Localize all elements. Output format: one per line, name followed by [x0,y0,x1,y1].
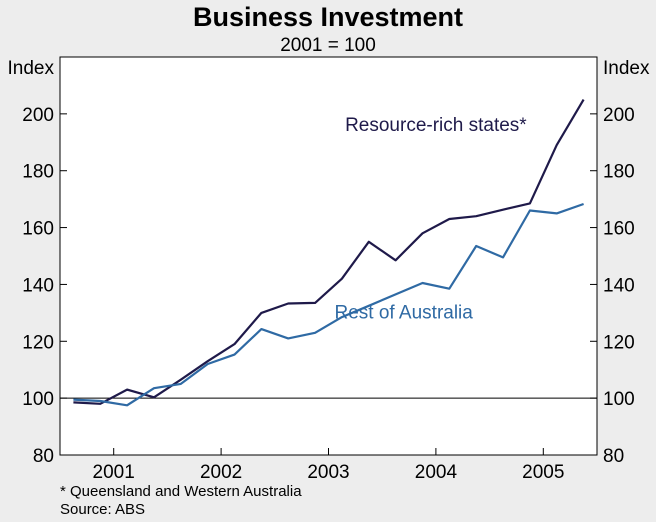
y-tick-label-left: 140 [22,275,54,296]
y-tick-label-left: 180 [22,162,54,183]
y-tick-label-left: 160 [22,219,54,240]
x-tick-label: 2002 [200,462,242,483]
y-tick-label-right: 180 [603,162,635,183]
x-tick-label: 2003 [307,462,349,483]
y-tick-label-right: 120 [603,332,635,353]
chart-title: Business Investment [192,2,464,32]
series-line-resource-rich-states [73,99,585,405]
x-tick-label: 2005 [522,462,564,483]
y-tick-label-left: 80 [33,446,54,467]
y-tick-label-left: 120 [22,332,54,353]
chart-subtitle: 2001 = 100 [280,35,376,56]
x-tick-label: 2004 [415,462,458,483]
series-label-resource-rich-states: Resource-rich states* [345,115,527,136]
source-note: Source: ABS [60,501,146,518]
series-line-rest-of-australia [73,202,584,407]
series-label-rest-of-australia: Rest of Australia [335,303,474,324]
y-tick-label-right: 100 [603,389,635,410]
y-tick-label-left: 100 [22,389,54,410]
y-tick-label-right: 140 [603,275,635,296]
x-tick-label: 2001 [93,462,135,483]
y-tick-label-right: 200 [603,105,635,126]
plot-area [59,56,598,456]
y-axis-label-right: Index [603,58,650,79]
y-tick-label-right: 80 [603,446,624,467]
y-tick-label-right: 160 [603,219,635,240]
y-tick-label-left: 200 [22,105,54,126]
y-axis-label-left: Index [8,58,55,79]
footnote: * Queensland and Western Australia [60,483,302,500]
